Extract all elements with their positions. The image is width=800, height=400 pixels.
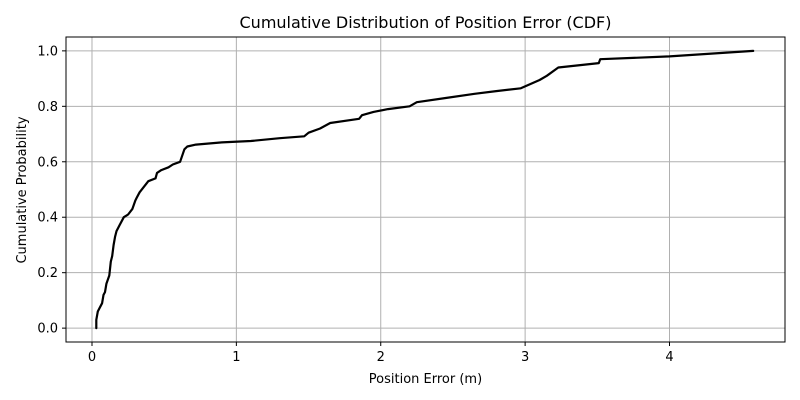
- y-tick-label: 0.0: [37, 322, 58, 337]
- x-tick-label: 4: [665, 350, 673, 365]
- x-tick-label: 0: [88, 350, 96, 365]
- y-tick-label: 1.0: [37, 44, 58, 59]
- x-tick-label: 3: [521, 350, 529, 365]
- y-tick-label: 0.8: [37, 100, 58, 115]
- x-tick-label: 1: [232, 350, 240, 365]
- x-tick-label: 2: [377, 350, 385, 365]
- grid: [66, 37, 785, 342]
- y-tick-label: 0.6: [37, 155, 58, 170]
- x-axis-label: Position Error (m): [369, 372, 482, 387]
- plot-frame: [65, 36, 786, 343]
- y-tick-label: 0.2: [37, 266, 58, 281]
- x-axis-ticks: 0 1 2 3 4: [88, 342, 674, 365]
- plot-area: [65, 36, 786, 343]
- cdf-line-0: [95, 49, 755, 330]
- chart-title: Cumulative Distribution of Position Erro…: [240, 13, 612, 32]
- y-axis-label: Cumulative Probability: [15, 116, 30, 263]
- y-axis-ticks: 0.0 0.2 0.4 0.6 0.8 1.0: [37, 44, 66, 337]
- y-tick-label: 0.4: [37, 211, 58, 226]
